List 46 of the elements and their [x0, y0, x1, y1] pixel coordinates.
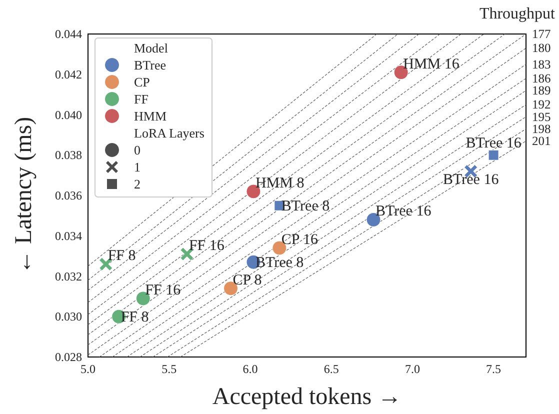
- series-label: 201: [532, 134, 551, 148]
- series-label: 177: [532, 27, 551, 41]
- annotation: FF 8: [108, 248, 136, 264]
- annotation: BTree 16: [466, 136, 522, 152]
- series-label: 186: [532, 71, 551, 86]
- y-tick-label: 0.044: [55, 27, 82, 41]
- y-tick-label: 0.038: [55, 148, 82, 162]
- legend-label: CP: [134, 74, 150, 90]
- y-tick-label: 0.032: [55, 269, 82, 284]
- series-label: 180: [532, 41, 551, 56]
- series-label: 192: [532, 98, 551, 112]
- x-tick-label: 7.0: [404, 362, 420, 376]
- annotation: HMM 16: [403, 56, 460, 72]
- series-label: 183: [532, 57, 551, 72]
- annotation: BTree 16: [442, 172, 500, 188]
- x-tick-label: 6.0: [242, 362, 258, 376]
- x-tick-label: 6.5: [324, 362, 339, 376]
- y-tick-label: 0.036: [55, 188, 82, 202]
- x-tick-label: 5.5: [162, 362, 177, 376]
- y-tick-label: 0.028: [55, 350, 82, 364]
- legend-label: HMM: [134, 108, 167, 124]
- y-tick-label: 0.042: [55, 67, 82, 82]
- annotation: FF 16: [188, 238, 225, 254]
- text: Throughput: [479, 6, 556, 22]
- legend-label: 0: [134, 142, 140, 158]
- annotation: CP 8: [232, 272, 262, 288]
- point: [488, 150, 499, 160]
- y-tick-label: 0.034: [55, 228, 82, 243]
- y-tick-label: 0.040: [55, 108, 82, 122]
- y-axis-title: ← Latency (ms): [11, 116, 37, 274]
- legend-label: 2: [134, 176, 140, 192]
- legend-label: 1: [134, 160, 140, 174]
- legend-label: BTree: [134, 58, 166, 72]
- x-axis-title: Accepted tokens →: [212, 384, 402, 410]
- annotation: CP 16: [281, 232, 318, 248]
- annotation: FF 16: [145, 282, 182, 298]
- series-label: 189: [532, 84, 551, 98]
- x-tick-label: 5.0: [80, 362, 96, 376]
- x-tick-label: 7.5: [486, 362, 502, 376]
- legend-label: FF: [134, 92, 148, 106]
- annotation: HMM 8: [255, 175, 304, 192]
- series-label: 198: [532, 122, 551, 136]
- text: Model: [134, 40, 168, 56]
- y-tick-label: 0.030: [55, 310, 82, 324]
- text: LoRA Layers: [134, 126, 204, 140]
- series-label: 195: [532, 110, 551, 124]
